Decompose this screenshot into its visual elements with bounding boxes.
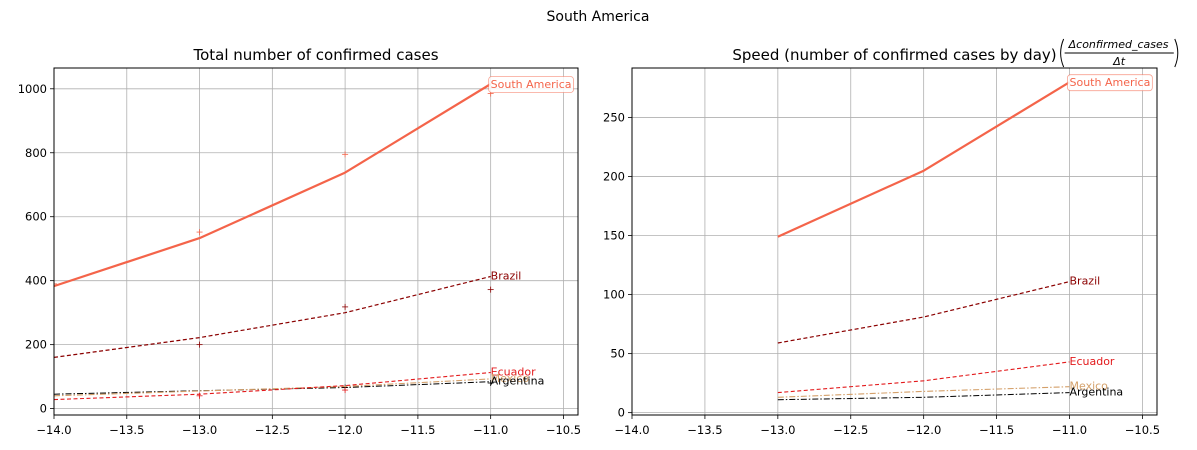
data-point-marker [196, 341, 203, 348]
series-label-mexico: Mexico [1070, 380, 1109, 393]
series-label-mexico: Mexico [491, 372, 530, 385]
x-tick-label: −12.0 [906, 423, 941, 437]
series-label-ecuador: Ecuador [1070, 355, 1115, 368]
x-tick-label: −12.5 [255, 423, 290, 437]
x-tick-label: −11.5 [400, 423, 435, 437]
series-label-argentina: Argentina [491, 375, 545, 388]
x-tick-label: −11.5 [979, 423, 1014, 437]
x-tick-label: −10.5 [546, 423, 581, 437]
series-line-ecuador [54, 371, 491, 401]
title-fraction: Δconfirmed_cases Δt [1060, 38, 1179, 68]
series-line-brazil [777, 281, 1070, 344]
x-tick-label: −13.5 [109, 423, 144, 437]
y-tick-label: 0 [618, 406, 625, 420]
y-tick-label: 400 [25, 274, 47, 288]
y-tick-label: 150 [603, 229, 625, 243]
x-tick-label: −12.5 [833, 423, 868, 437]
series-line-argentina [777, 392, 1070, 401]
data-point-marker [196, 392, 203, 399]
x-tick-label: −13.0 [760, 423, 795, 437]
fraction-numerator: Δconfirmed_cases [1068, 38, 1169, 51]
data-point-marker [487, 380, 494, 387]
paren-left [1060, 38, 1065, 68]
y-tick-label: 250 [603, 111, 625, 125]
series-label-argentina: Argentina [1070, 386, 1124, 399]
data-point-marker [342, 151, 349, 158]
series-line-mexico [54, 378, 491, 397]
axes-frame [53, 67, 579, 416]
series-label-brazil: Brazil [1070, 275, 1101, 288]
x-tick-label: −10.5 [1125, 423, 1160, 437]
axes-frame [631, 67, 1158, 416]
series-label-box [488, 76, 574, 93]
plot-area [54, 83, 494, 401]
series-label-south-america: South America [491, 78, 572, 91]
chart-title: Total number of confirmed cases [192, 46, 438, 64]
data-point-marker [54, 280, 57, 287]
y-tick-label: 200 [25, 338, 47, 352]
x-tick-label: −12.0 [327, 423, 362, 437]
y-tick-label: 1000 [18, 82, 47, 96]
y-tick-label: 100 [603, 288, 625, 302]
plot-area [777, 81, 1071, 401]
x-tick-label: −11.0 [1052, 423, 1087, 437]
series-line-argentina [54, 381, 491, 395]
data-point-marker [342, 303, 349, 310]
x-tick-label: −11.0 [473, 423, 508, 437]
y-tick-label: 0 [40, 402, 47, 416]
data-point-marker [487, 286, 494, 293]
x-tick-label: −13.5 [687, 423, 722, 437]
x-tick-label: −14.0 [36, 423, 71, 437]
chart-title: Speed (number of confirmed cases by day) [732, 46, 1056, 64]
series-label-ecuador: Ecuador [491, 365, 536, 378]
series-line-south-america [54, 83, 492, 288]
y-tick-label: 800 [25, 146, 47, 160]
chart-panel-2: South America Brazil Ecuador MexicoArgentin… [603, 38, 1179, 437]
chart-panel-1: South America Brazil EcuadorMexicoArgentin… [18, 46, 581, 437]
series-label-brazil: Brazil [491, 270, 522, 283]
x-tick-label: −14.0 [614, 423, 649, 437]
y-tick-label: 50 [610, 347, 625, 361]
series-line-mexico [777, 386, 1070, 398]
figure-title: South America [547, 9, 650, 25]
data-point-marker [342, 387, 349, 394]
y-tick-label: 200 [603, 170, 625, 184]
series-line-ecuador [777, 361, 1070, 394]
series-line-brazil [54, 275, 491, 358]
y-tick-label: 600 [25, 210, 47, 224]
paren-right [1174, 38, 1179, 68]
data-point-marker [196, 229, 203, 236]
series-line-south-america [777, 81, 1071, 238]
fraction-denominator: Δt [1112, 55, 1126, 68]
series-label-south-america: South America [1070, 76, 1151, 89]
series-label-box [1067, 74, 1153, 92]
x-tick-label: −13.0 [182, 423, 217, 437]
